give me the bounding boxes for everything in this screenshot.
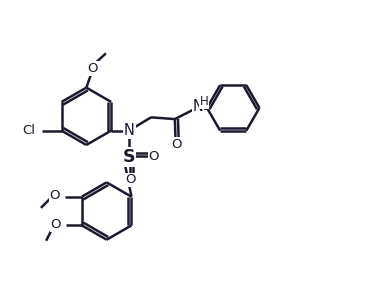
- Text: N: N: [124, 123, 135, 138]
- Text: O: O: [148, 150, 159, 163]
- Text: O: O: [171, 138, 181, 151]
- Text: O: O: [49, 189, 60, 202]
- Text: H: H: [200, 95, 208, 108]
- Text: N: N: [193, 99, 203, 114]
- Text: Cl: Cl: [22, 124, 35, 137]
- Text: O: O: [87, 62, 98, 75]
- Text: O: O: [125, 174, 136, 186]
- Text: S: S: [123, 148, 135, 166]
- Text: O: O: [50, 218, 61, 231]
